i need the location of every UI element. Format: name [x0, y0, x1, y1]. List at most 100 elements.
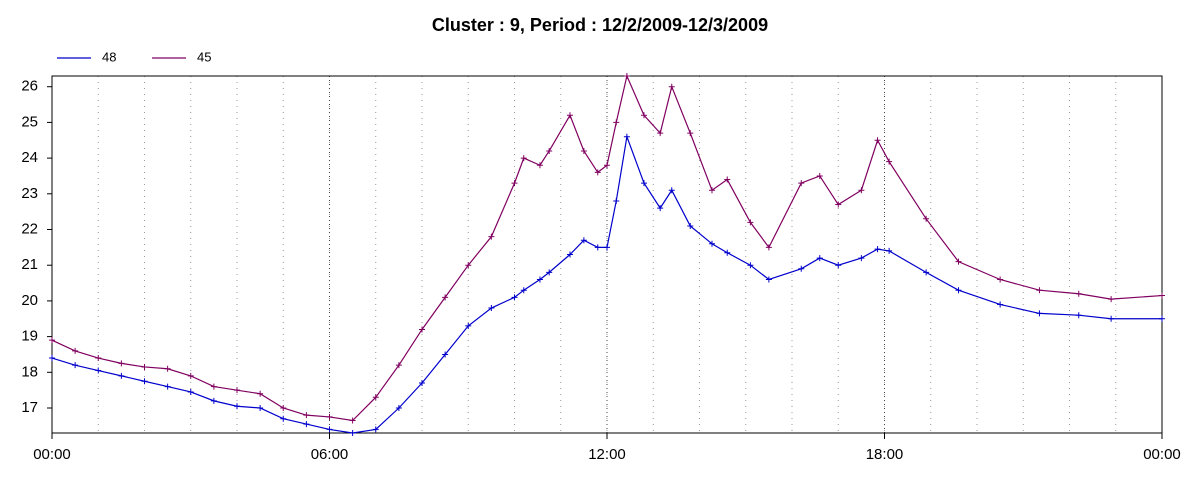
- point-marker: [1108, 296, 1115, 303]
- point-marker: [442, 351, 449, 358]
- point-marker: [303, 412, 310, 419]
- point-marker: [567, 251, 573, 258]
- point-marker: [747, 219, 754, 226]
- point-marker: [280, 415, 287, 422]
- point-marker: [546, 269, 553, 276]
- point-marker: [95, 367, 102, 374]
- point-marker: [164, 383, 171, 390]
- y-tick-label: 26: [21, 78, 38, 95]
- point-marker: [1108, 315, 1115, 322]
- point-marker: [72, 347, 79, 354]
- point-marker: [1075, 312, 1082, 319]
- point-marker: [349, 417, 356, 424]
- point-marker: [765, 244, 772, 251]
- point-marker: [511, 294, 518, 301]
- point-marker: [641, 180, 647, 187]
- point-marker: [997, 301, 1004, 308]
- point-marker: [765, 276, 772, 283]
- point-marker: [234, 387, 240, 394]
- point-marker: [580, 237, 587, 244]
- chart-title: Cluster : 9, Period : 12/2/2009-12/3/200…: [432, 15, 768, 35]
- point-marker: [613, 197, 620, 204]
- point-marker: [187, 372, 194, 379]
- point-marker: [724, 249, 731, 256]
- point-marker: [164, 365, 171, 372]
- point-marker: [280, 405, 287, 412]
- point-marker: [886, 247, 893, 254]
- point-marker: [923, 269, 930, 276]
- y-tick-label: 21: [21, 256, 38, 273]
- x-tick-label: 00:00: [33, 446, 71, 463]
- point-marker: [234, 403, 240, 410]
- point-marker: [349, 430, 356, 436]
- point-marker: [604, 244, 610, 251]
- point-marker: [49, 337, 55, 344]
- point-marker: [511, 180, 518, 187]
- point-marker: [623, 133, 630, 140]
- legend-label: 45: [197, 49, 211, 64]
- y-tick-label: 18: [21, 363, 38, 380]
- point-marker: [141, 363, 148, 370]
- point-marker: [419, 326, 425, 333]
- point-marker: [835, 201, 842, 208]
- point-marker: [816, 255, 823, 262]
- x-tick-label: 18:00: [866, 446, 904, 463]
- point-marker: [668, 187, 675, 194]
- point-marker: [687, 130, 694, 137]
- x-tick-label: 06:00: [311, 446, 349, 463]
- point-marker: [257, 405, 264, 412]
- point-marker: [372, 394, 379, 401]
- point-marker: [798, 265, 805, 272]
- point-marker: [580, 147, 587, 154]
- point-marker: [141, 378, 148, 385]
- point-marker: [488, 233, 495, 240]
- point-marker: [1036, 310, 1043, 317]
- point-marker: [372, 426, 379, 433]
- y-tick-label: 24: [21, 149, 38, 166]
- point-marker: [955, 258, 962, 265]
- point-marker: [465, 262, 472, 269]
- point-marker: [303, 421, 310, 428]
- point-marker: [858, 255, 865, 262]
- point-marker: [886, 158, 893, 165]
- point-marker: [613, 119, 620, 126]
- point-marker: [395, 362, 402, 369]
- point-marker: [49, 355, 55, 362]
- point-marker: [623, 73, 630, 79]
- point-marker: [657, 205, 664, 212]
- point-marker: [816, 172, 823, 179]
- point-marker: [604, 162, 610, 169]
- point-marker: [1036, 287, 1043, 294]
- point-marker: [95, 355, 102, 362]
- point-marker: [708, 187, 715, 194]
- y-tick-label: 25: [21, 113, 38, 130]
- y-tick-label: 23: [21, 185, 38, 202]
- point-marker: [118, 360, 125, 367]
- point-marker: [641, 112, 647, 119]
- y-tick-label: 19: [21, 328, 38, 345]
- point-marker: [594, 169, 601, 176]
- plot-frame: [51, 75, 1163, 434]
- point-marker: [708, 240, 715, 247]
- point-marker: [1075, 290, 1082, 297]
- point-marker: [687, 222, 694, 229]
- point-marker: [1159, 315, 1165, 322]
- point-marker: [1159, 292, 1165, 299]
- point-marker: [874, 246, 881, 253]
- point-marker: [536, 162, 543, 169]
- y-tick-label: 20: [21, 292, 38, 309]
- point-marker: [442, 294, 449, 301]
- point-marker: [520, 287, 527, 294]
- point-marker: [536, 276, 543, 283]
- point-marker: [187, 388, 194, 395]
- point-marker: [858, 187, 865, 194]
- y-tick-label: 22: [21, 220, 38, 237]
- point-marker: [326, 426, 333, 433]
- point-marker: [567, 112, 573, 119]
- point-marker: [546, 147, 553, 154]
- point-marker: [724, 176, 731, 183]
- point-marker: [395, 405, 402, 412]
- point-marker: [488, 305, 495, 312]
